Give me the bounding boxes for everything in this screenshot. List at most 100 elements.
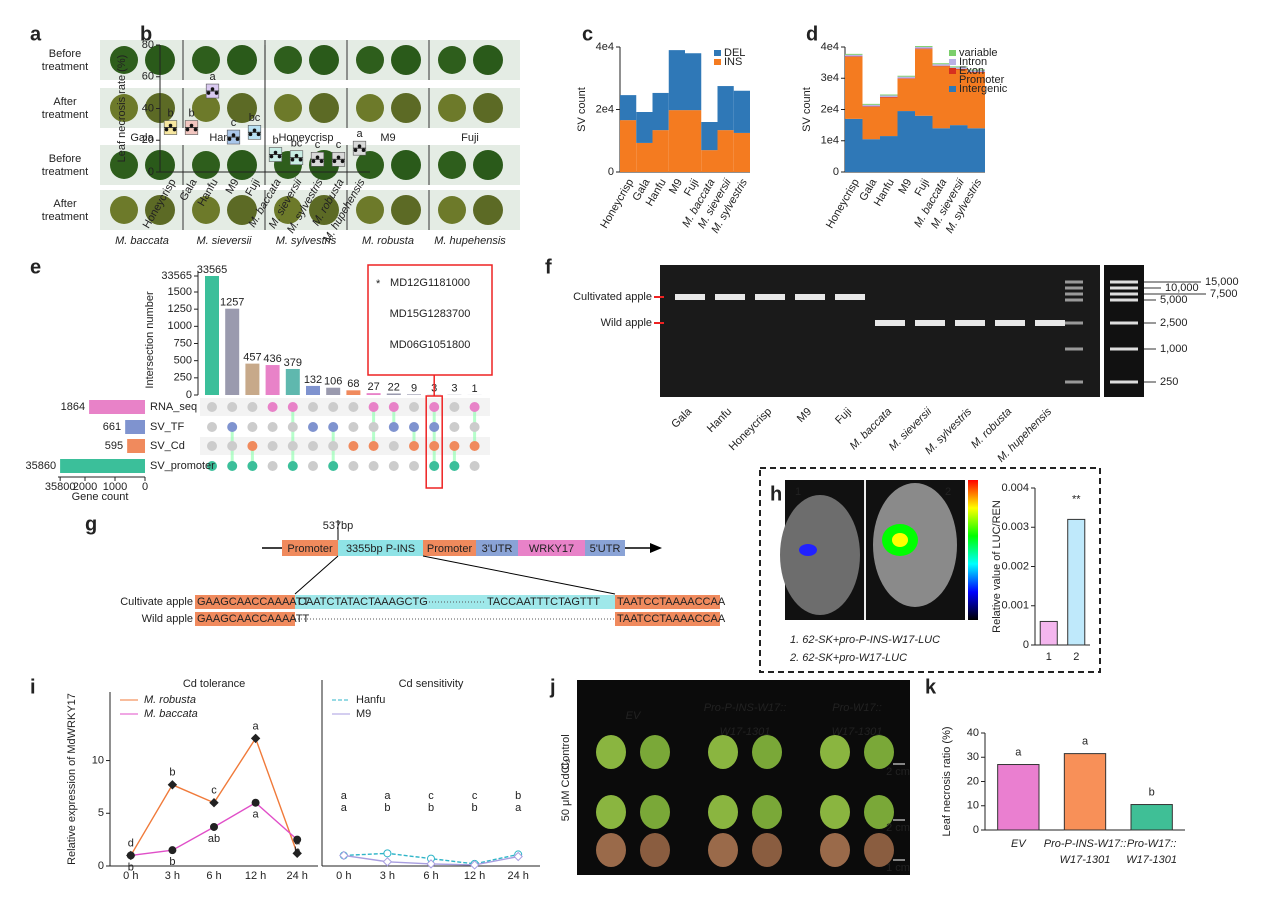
matrix-dot: [429, 422, 439, 432]
matrix-dot: [308, 422, 318, 432]
gel-band: [875, 320, 905, 326]
y-tick-label: 0: [608, 166, 614, 178]
matrix-dot: [409, 461, 419, 471]
matrix-dot: [328, 422, 338, 432]
x-tick-label: 0: [142, 481, 148, 493]
leaf: [473, 93, 503, 123]
bar: [266, 365, 280, 395]
sequence: TAATCCTAAAACCAA: [617, 613, 726, 625]
bar-label: 106: [324, 376, 342, 388]
matrix-dot: [227, 461, 237, 471]
point: [194, 128, 198, 132]
ladder-band: [1065, 381, 1083, 384]
scale-label: 1 cm: [886, 862, 910, 874]
matrix-dot: [308, 441, 318, 451]
row-stripe: [200, 418, 490, 436]
point: [316, 156, 320, 160]
sig-letter: b: [472, 802, 478, 814]
scale-label: 2 cm: [886, 822, 910, 834]
y-tick-label: 3e4: [821, 72, 839, 84]
legend-swatch: [949, 59, 956, 65]
bar-label: 33565: [197, 264, 228, 276]
bar: [387, 393, 401, 395]
set-size-label: 1864: [61, 401, 85, 413]
set-bar: [89, 400, 145, 414]
arrow-head: [650, 543, 662, 553]
seedling: [640, 795, 670, 829]
point: [295, 154, 299, 158]
x-axis-label: Gene count: [72, 491, 129, 503]
element-label: 3'UTR: [482, 543, 513, 555]
y-tick-label: 1e4: [821, 135, 839, 147]
point: [186, 128, 190, 132]
bar-label: 27: [367, 381, 379, 393]
seedling: [820, 833, 850, 867]
bar-segment: [863, 106, 881, 107]
bar: [1064, 754, 1105, 830]
bar-segment: [845, 57, 863, 119]
matrix-dot: [207, 441, 217, 451]
seedling: [596, 735, 626, 769]
sig-letter: b: [428, 802, 434, 814]
point: [320, 160, 324, 164]
element-label: WRKY17: [529, 543, 574, 555]
y-tick-label: 2e4: [821, 103, 839, 115]
row-label: Before: [49, 48, 81, 60]
gel-band: [795, 294, 825, 300]
sig-letter: b: [384, 802, 390, 814]
sig-letter: a: [253, 809, 260, 821]
matrix-dot: [288, 441, 298, 451]
ladder-label: 7,500: [1210, 288, 1238, 300]
point: [354, 148, 358, 152]
sig-letter: b: [169, 856, 175, 868]
matrix-dot: [369, 422, 379, 432]
sig-letter: a: [515, 802, 522, 814]
panel-label: a: [30, 23, 42, 45]
row-label: treatment: [42, 211, 88, 223]
row-label: After: [53, 96, 77, 108]
sig-letter: b: [1149, 786, 1155, 798]
leaf: [391, 45, 421, 75]
bar: [998, 765, 1039, 830]
point: [299, 158, 303, 162]
matrix-dot: [308, 461, 318, 471]
y-tick-label: 60: [142, 71, 154, 83]
x-tick-label: 6 h: [206, 870, 221, 882]
leaf: [192, 151, 220, 179]
x-tick-label: 12 h: [464, 870, 485, 882]
y-tick-label: 33565: [161, 270, 192, 282]
x-tick-label: 0 h: [336, 870, 351, 882]
y-tick-label: 0: [186, 389, 192, 401]
ladder-label: 10,000: [1165, 282, 1199, 294]
seedling: [752, 833, 782, 867]
bar-segment: [845, 54, 863, 55]
x-tick-label: Honeycrisp: [824, 177, 862, 231]
sig-letter: a: [209, 71, 216, 83]
lane-label: Honeycrisp: [727, 406, 774, 453]
marker: [384, 850, 391, 857]
leaf: [391, 150, 421, 180]
marker-label: 537bp: [323, 520, 354, 532]
lane-label: M9: [795, 406, 814, 425]
point: [215, 91, 219, 95]
panel-label: i: [30, 676, 36, 698]
y-tick-label: 40: [142, 102, 154, 114]
matrix-dot: [288, 402, 298, 412]
row-label: Cultivate apple: [120, 596, 193, 608]
bar: [407, 394, 421, 395]
matrix-dot: [389, 461, 399, 471]
chart-title: Cd tolerance: [183, 678, 245, 690]
element-label: Promoter: [427, 543, 473, 555]
bar-segment: [915, 47, 933, 49]
gel-band: [1035, 320, 1065, 326]
legend-text: 1. 62-SK+pro-P-INS-W17-LUC: [790, 634, 940, 646]
sig-letter: a: [1082, 736, 1089, 748]
set-bar: [60, 459, 145, 473]
row-label: After: [53, 198, 77, 210]
image-label: 2: [945, 486, 951, 498]
y-tick-label: 4e4: [821, 41, 839, 53]
bar-segment: [898, 111, 916, 172]
y-tick-label: 0.002: [1001, 560, 1029, 572]
bar-segment: [701, 122, 717, 150]
point: [228, 137, 232, 141]
